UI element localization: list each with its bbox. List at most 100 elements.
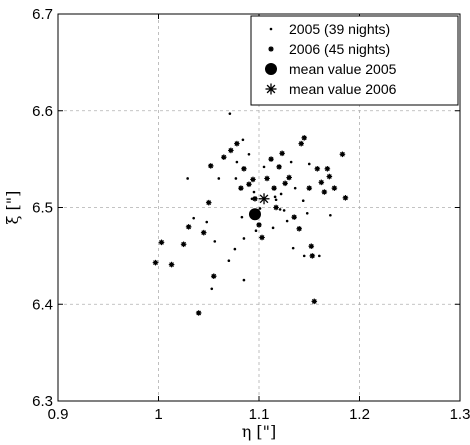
data-point-series-0	[289, 160, 293, 164]
data-point-series-0	[186, 177, 189, 180]
data-point-series-0	[301, 199, 305, 203]
data-point-series-1	[291, 214, 297, 220]
data-point-series-0	[250, 197, 254, 201]
data-point-series-0	[307, 162, 311, 166]
y-tick-label: 6.3	[32, 393, 53, 410]
x-tick-label: 1	[154, 406, 162, 423]
data-point-series-0	[258, 207, 262, 210]
data-point-series-1	[309, 253, 316, 259]
data-point-series-0	[233, 247, 237, 251]
data-point-series-0	[293, 186, 297, 190]
x-tick-label: 1.1	[249, 406, 270, 423]
y-axis-label: ξ ["]	[3, 191, 22, 225]
legend-marker-1	[268, 46, 274, 52]
data-point-series-1	[200, 229, 207, 236]
data-point-series-1	[273, 204, 279, 211]
data-point-series-1	[339, 151, 346, 158]
legend-entry-label: mean value 2005	[289, 61, 397, 77]
legend: 2005 (39 nights) 2006 (45 nights) mean val…	[250, 15, 459, 106]
data-point-series-0	[210, 287, 214, 291]
legend-box	[250, 15, 459, 106]
data-point-series-1	[268, 156, 274, 162]
data-point-series-1	[210, 273, 217, 279]
data-point-series-1	[259, 234, 265, 241]
data-point-series-1	[256, 222, 262, 228]
data-point-series-1	[321, 189, 328, 195]
legend-entry-label: 2006 (45 nights)	[289, 41, 390, 57]
data-point-series-1	[342, 195, 349, 201]
data-point-series-1	[271, 185, 277, 191]
data-point-series-1	[207, 163, 214, 169]
y-tick-label: 6.4	[32, 296, 53, 313]
data-point-series-1	[241, 166, 247, 172]
data-point-series-0	[228, 112, 232, 115]
data-point-series-0	[305, 212, 309, 215]
data-point-series-0	[318, 254, 321, 258]
x-tick-label: 0.9	[48, 406, 69, 423]
data-point-series-0	[274, 198, 278, 202]
data-point-series-0	[273, 195, 277, 199]
data-point-series-0	[329, 213, 332, 217]
data-point-series-1	[221, 154, 227, 160]
legend-marker-3	[265, 83, 277, 95]
legend-entry-label: 2005 (39 nights)	[289, 21, 390, 37]
data-point-series-0	[213, 240, 217, 243]
data-point-series-3	[258, 193, 270, 205]
data-point-series-1	[318, 179, 325, 186]
data-point-series-0	[227, 259, 231, 263]
data-point-series-1	[286, 174, 292, 181]
data-point-series-1	[205, 199, 212, 206]
data-point-series-1	[158, 239, 165, 246]
data-point-series-0	[285, 219, 289, 223]
data-point-series-1	[228, 147, 234, 154]
data-point-series-2	[248, 208, 261, 221]
x-tick-label: 1.3	[450, 406, 470, 423]
data-point-series-0	[192, 216, 195, 220]
data-point-series-1	[308, 243, 315, 249]
x-axis-label: η ["]	[242, 422, 277, 441]
data-point-series-0	[262, 165, 266, 169]
data-point-series-0	[241, 138, 245, 142]
legend-entry-label: mean value 2006	[289, 81, 397, 97]
data-point-series-0	[279, 192, 283, 196]
data-point-series-0	[242, 278, 246, 282]
data-point-series-1	[252, 195, 258, 202]
data-point-series-1	[306, 185, 313, 191]
data-point-series-1	[276, 164, 282, 170]
data-point-series-0	[282, 209, 286, 212]
data-point-series-0	[247, 152, 251, 156]
y-tick-label: 6.6	[32, 103, 53, 120]
data-point-series-1	[180, 241, 187, 248]
data-point-series-0	[235, 160, 239, 164]
data-point-series-1	[296, 225, 302, 232]
data-point-series-1	[195, 310, 202, 316]
data-point-series-1	[282, 180, 288, 187]
data-point-series-1	[279, 150, 285, 157]
x-tick-label: 1.2	[349, 406, 370, 423]
data-point-series-0	[217, 177, 221, 180]
data-point-series-0	[254, 229, 258, 233]
data-point-series-1	[234, 140, 240, 147]
data-point-series-0	[205, 220, 209, 224]
data-point-series-0	[242, 237, 246, 240]
data-point-series-0	[302, 254, 306, 258]
grid	[58, 14, 460, 401]
data-point-series-1	[331, 185, 338, 191]
data-points	[152, 112, 349, 316]
data-point-series-0	[271, 226, 275, 230]
legend-marker-2	[265, 63, 277, 75]
data-point-series-1	[311, 298, 318, 305]
data-point-series-1	[324, 166, 331, 172]
data-point-series-1	[298, 140, 305, 147]
y-tick-label: 6.7	[32, 6, 53, 23]
data-point-series-1	[168, 261, 175, 268]
data-point-series-1	[238, 185, 244, 191]
data-point-series-1	[326, 173, 333, 180]
data-point-series-0	[278, 208, 282, 211]
data-point-series-0	[240, 215, 244, 219]
data-point-series-0	[291, 246, 295, 250]
data-point-series-1	[185, 224, 192, 230]
data-point-series-1	[264, 175, 270, 182]
data-point-series-1	[246, 181, 252, 188]
